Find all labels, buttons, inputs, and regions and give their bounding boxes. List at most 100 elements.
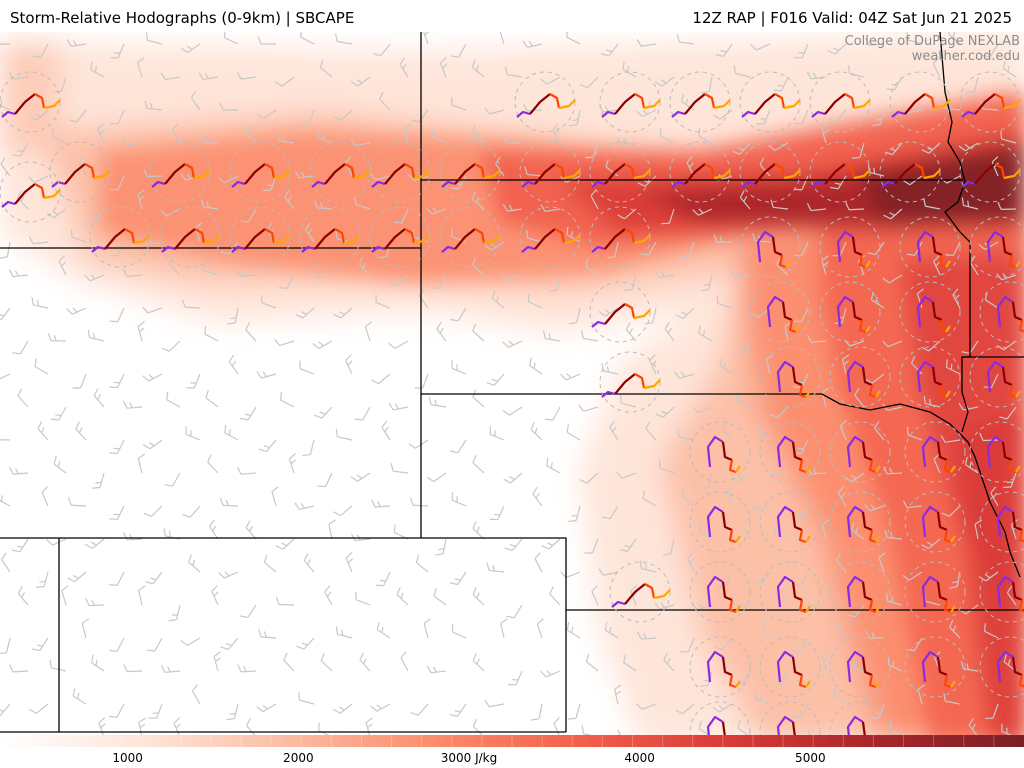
wind-barb-icon xyxy=(865,630,885,639)
wind-barb-icon xyxy=(350,472,371,482)
wind-barb-icon xyxy=(821,519,830,540)
wind-barb-icon xyxy=(933,255,941,276)
wind-barb-icon xyxy=(642,490,657,507)
wind-barb-icon xyxy=(409,497,429,507)
wind-barb-icon xyxy=(288,453,297,474)
wind-barb-icon xyxy=(358,256,371,276)
wind-barb-icon xyxy=(328,519,336,540)
wind-barb-icon xyxy=(236,71,257,80)
hodograph-icon xyxy=(89,206,151,268)
hodograph-icon xyxy=(689,421,751,483)
wind-barb-icon xyxy=(122,269,143,278)
wind-barb-icon xyxy=(47,333,67,342)
colorbar-tick-label: 4000 xyxy=(624,751,655,765)
wind-barb-icon xyxy=(433,588,447,606)
wind-barb-icon xyxy=(220,637,239,651)
wind-barb-icon xyxy=(376,621,391,639)
wind-barb-icon xyxy=(276,133,295,144)
wind-barb-icon xyxy=(737,340,751,357)
wind-barb-icon xyxy=(50,406,67,421)
wind-barb-icon xyxy=(274,76,295,87)
wind-barb-icon xyxy=(489,426,505,441)
wind-barb-icon xyxy=(226,703,239,721)
wind-barb-icon xyxy=(37,421,49,441)
wind-barb-icon xyxy=(12,340,29,355)
wind-barb-icon xyxy=(396,587,409,606)
wind-barb-icon xyxy=(415,554,429,573)
wind-barb-icon xyxy=(388,402,409,411)
wind-barb-icon xyxy=(451,360,467,375)
wind-barb-icon xyxy=(847,604,865,618)
wind-barb-icon xyxy=(759,157,771,177)
wind-barb-icon xyxy=(451,623,467,639)
wind-barb-icon xyxy=(423,32,429,45)
wind-barb-icon xyxy=(606,241,619,259)
wind-barb-icon xyxy=(295,307,315,319)
wind-barb-icon xyxy=(774,524,789,540)
wind-barb-icon xyxy=(636,703,657,711)
wind-barb-icon xyxy=(97,123,105,144)
wind-barb-icon xyxy=(654,602,675,610)
wind-barb-icon xyxy=(750,501,771,510)
wind-barb-icon xyxy=(964,456,979,474)
wind-barb-icon xyxy=(370,173,391,181)
wind-barb-icon xyxy=(506,604,523,619)
wind-barb-icon xyxy=(58,255,67,276)
wind-barb-icon xyxy=(28,175,49,183)
wind-barb-icon xyxy=(700,274,713,292)
wind-barb-icon xyxy=(546,457,561,474)
wind-barb-icon xyxy=(299,360,315,375)
wind-barb-icon xyxy=(692,208,713,216)
wind-barb-icon xyxy=(491,290,505,309)
wind-barb-icon xyxy=(502,203,523,212)
wind-barb-icon xyxy=(345,552,353,573)
wind-barb-icon xyxy=(271,486,279,507)
hodograph-icon xyxy=(979,491,1024,553)
wind-barb-icon xyxy=(793,307,809,323)
wind-barb-icon xyxy=(0,439,11,441)
wind-barb-icon xyxy=(701,76,713,94)
wind-barb-icon xyxy=(451,228,467,243)
wind-barb-icon xyxy=(754,691,771,705)
wind-barb-icon xyxy=(568,307,581,325)
map-panel[interactable] xyxy=(0,32,1024,743)
wind-barb-icon xyxy=(560,571,581,579)
wind-barb-icon xyxy=(350,76,371,87)
wind-barb-icon xyxy=(598,307,619,317)
wind-barb-icon xyxy=(428,396,447,408)
wind-barb-icon xyxy=(245,322,257,342)
wind-barb-icon xyxy=(393,208,409,224)
wind-barb-icon xyxy=(585,258,599,276)
wind-barb-icon xyxy=(776,257,789,276)
cape-contour xyxy=(960,412,1024,743)
wind-barb-icon xyxy=(698,325,713,342)
wind-barb-icon xyxy=(66,39,87,47)
wind-barb-icon xyxy=(836,553,847,573)
wind-barb-icon xyxy=(436,321,447,342)
wind-barb-icon xyxy=(680,637,695,653)
colorbar-tick-label: 3000 J/kg xyxy=(440,751,498,765)
wind-barb-icon xyxy=(484,241,505,251)
wind-barb-icon xyxy=(256,109,277,120)
wind-barb-icon xyxy=(0,703,11,717)
wind-barb-icon xyxy=(67,571,87,583)
wind-barb-icon xyxy=(502,340,523,348)
wind-barb-icon xyxy=(549,274,561,292)
wind-barb-icon xyxy=(692,406,713,414)
wind-barb-icon xyxy=(109,439,125,455)
hodograph-icon xyxy=(829,561,891,623)
wind-barb-icon xyxy=(943,693,961,705)
wind-barb-icon xyxy=(375,571,391,587)
wind-barb-icon xyxy=(136,57,145,78)
wind-barb-icon xyxy=(1002,60,1017,78)
wind-barb-icon xyxy=(830,175,847,190)
wind-barb-icon xyxy=(29,109,49,121)
wind-barb-icon xyxy=(948,32,961,45)
wind-barb-icon xyxy=(399,57,409,78)
hodograph-icon xyxy=(809,71,871,133)
map-canvas[interactable] xyxy=(0,32,1024,743)
wind-barb-icon xyxy=(219,102,239,111)
wind-barb-icon xyxy=(714,637,733,651)
wind-barb-icon xyxy=(173,717,181,738)
wind-barb-icon xyxy=(145,571,163,585)
